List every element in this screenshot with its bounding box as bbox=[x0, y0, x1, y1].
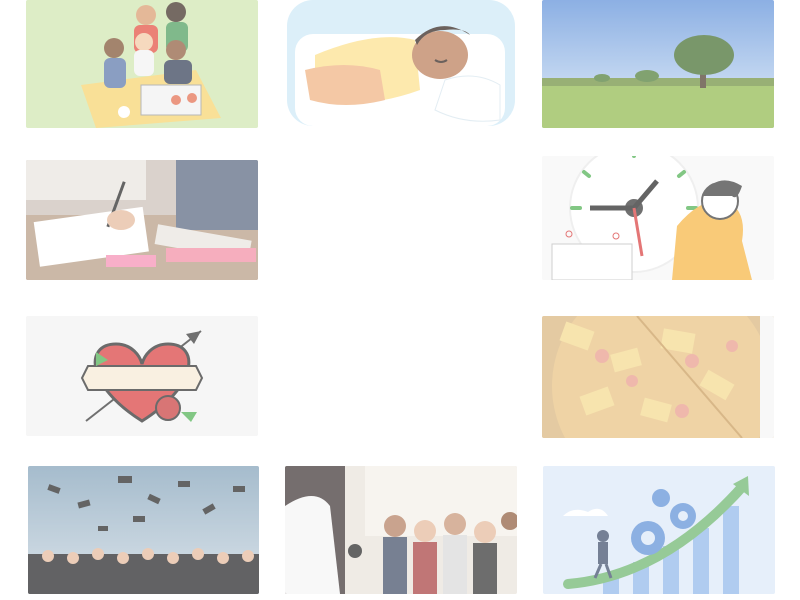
sleeping-person-illustration-icon bbox=[285, 0, 517, 128]
graduation-caps-photo-icon bbox=[28, 466, 259, 594]
tile-clock-stress[interactable] bbox=[542, 156, 774, 280]
presentation-audience-photo-icon bbox=[285, 466, 517, 594]
tile-pineapple-pizza[interactable] bbox=[542, 316, 774, 438]
tile-graduation-caps[interactable] bbox=[28, 466, 259, 594]
empty-tile-icon bbox=[285, 316, 517, 436]
empty-tile-icon bbox=[285, 160, 517, 280]
tile-friends-picnic[interactable] bbox=[26, 0, 258, 128]
tile-studying-notebooks[interactable] bbox=[26, 160, 258, 280]
tile-blank-slot-1 bbox=[285, 160, 517, 280]
tile-tree-meadow[interactable] bbox=[542, 0, 774, 128]
friends-picnic-illustration-icon bbox=[26, 0, 258, 128]
tile-person-sleeping[interactable] bbox=[285, 0, 517, 128]
clock-worried-woman-illustration-icon bbox=[542, 156, 774, 280]
pizza-photo-icon bbox=[542, 316, 774, 438]
tile-growth-gears[interactable] bbox=[543, 466, 775, 594]
tile-presentation-audience[interactable] bbox=[285, 466, 517, 594]
tile-mom-heart-tattoo[interactable] bbox=[26, 316, 258, 436]
tile-blank-slot-2 bbox=[285, 316, 517, 436]
studying-desk-photo-icon bbox=[26, 160, 258, 280]
mom-heart-tattoo-illustration-icon bbox=[26, 316, 258, 436]
growth-gears-illustration-icon bbox=[543, 466, 775, 594]
tree-meadow-photo-icon bbox=[542, 0, 774, 128]
